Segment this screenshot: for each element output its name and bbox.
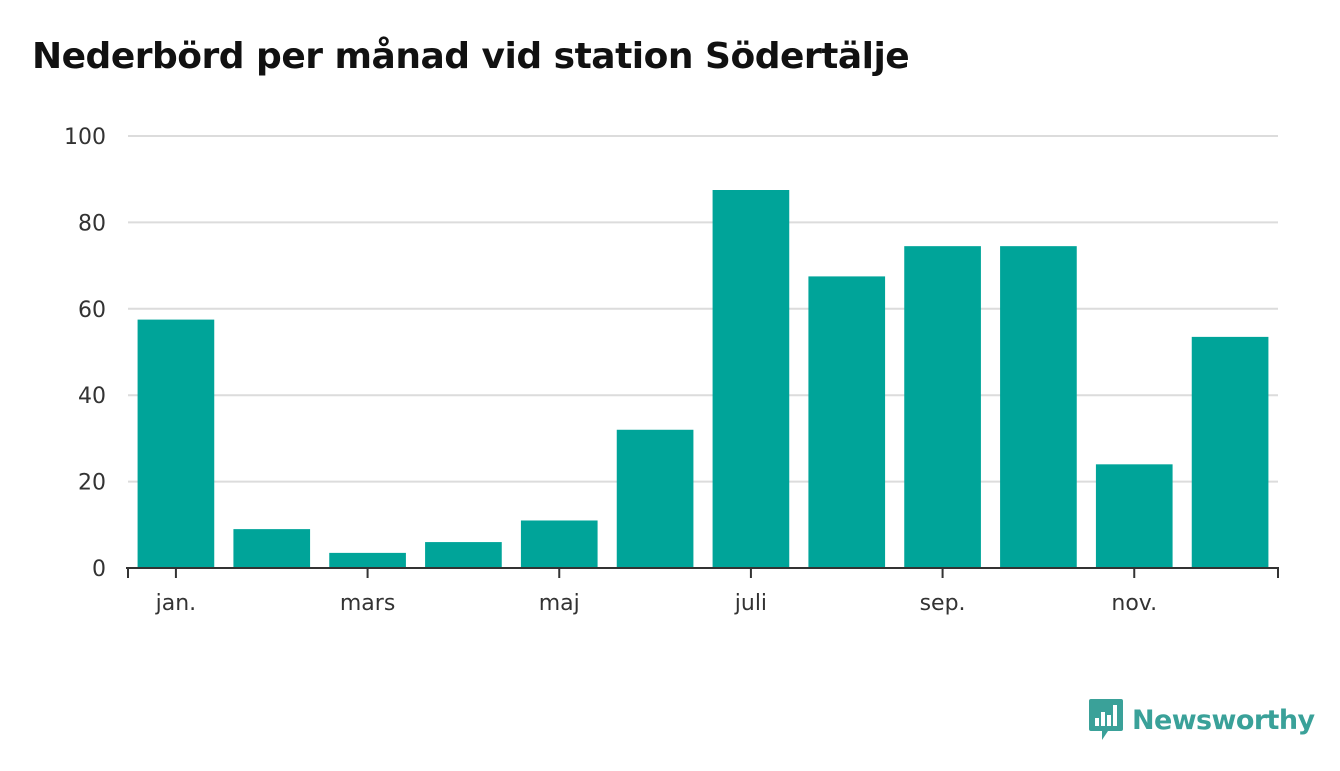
- bar: [1000, 246, 1077, 568]
- bar: [808, 276, 886, 568]
- bar: [425, 542, 502, 568]
- bar: [520, 520, 598, 568]
- bar: [712, 190, 790, 568]
- x-tick-label: jan.: [155, 591, 197, 616]
- chart-title: Nederbörd per månad vid station Södertäl…: [32, 36, 910, 77]
- bar-chart-speech-bubble-icon: [1089, 699, 1123, 740]
- brand-name: Newsworthy: [1132, 704, 1315, 736]
- newsworthy-logo: Newsworthy: [1088, 698, 1315, 742]
- y-tick-label: 0: [92, 557, 106, 582]
- x-tick-label: sep.: [920, 591, 966, 616]
- y-tick-label: 40: [78, 384, 106, 409]
- y-tick-label: 20: [78, 471, 106, 496]
- x-tick-label: juli: [734, 591, 767, 616]
- y-tick-label: 60: [78, 298, 106, 323]
- x-tick-label: maj: [539, 591, 580, 616]
- x-tick-labels: jan. mars maj juli sep. nov.: [155, 591, 1157, 616]
- gridlines: [128, 135, 1278, 483]
- y-tick-labels: 0 20 40 60 80 100: [64, 125, 106, 582]
- axes: [126, 567, 1279, 578]
- y-tick-label: 80: [78, 211, 106, 236]
- x-tick-label: nov.: [1111, 591, 1157, 616]
- bar: [1095, 464, 1173, 568]
- x-tick-label: mars: [340, 591, 395, 616]
- bar: [137, 319, 215, 568]
- bar: [329, 552, 406, 568]
- y-tick-label: 100: [64, 125, 106, 150]
- bar: [616, 429, 694, 568]
- bars: [137, 190, 1269, 568]
- bar: [1191, 336, 1269, 568]
- bar: [904, 246, 981, 568]
- bar: [233, 529, 311, 568]
